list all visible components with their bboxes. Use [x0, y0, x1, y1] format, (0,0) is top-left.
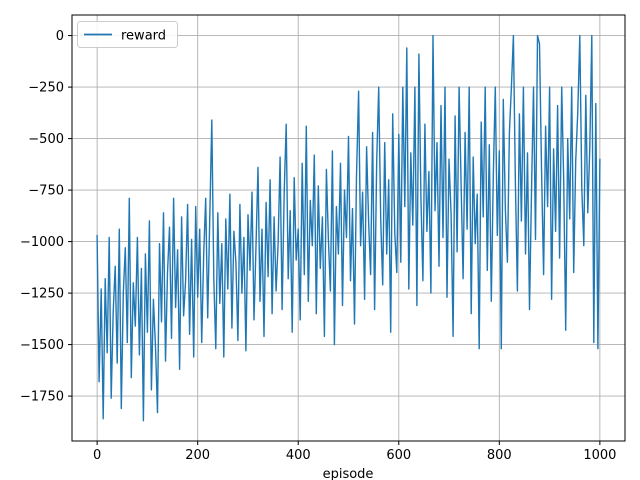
x-tick-label: 0	[93, 448, 101, 463]
x-tick-label: 1000	[583, 448, 616, 463]
x-tick-label: 200	[185, 448, 210, 463]
legend-label: reward	[121, 29, 166, 44]
y-tick-label: −1000	[20, 235, 64, 250]
y-tick-label: −1750	[20, 390, 64, 405]
legend: reward	[77, 21, 178, 48]
y-tick-label: −1500	[20, 338, 64, 353]
axis-tick-labels: 0 200 400 600 800 1000 0 −250 −500 −750 −1000 −1250…	[20, 29, 616, 463]
reward-line-group	[96, 34, 601, 422]
axis-ticks	[68, 35, 601, 445]
x-tick-label: 800	[487, 448, 512, 463]
y-tick-label: −750	[28, 184, 64, 199]
x-tick-label: 400	[286, 448, 311, 463]
y-tick-label: 0	[56, 29, 64, 44]
y-tick-label: −250	[28, 81, 64, 96]
reward-line	[96, 34, 601, 422]
x-tick-label: 600	[386, 448, 411, 463]
y-tick-label: −1250	[20, 287, 64, 302]
legend-box	[77, 21, 178, 48]
x-axis-label: episode	[323, 467, 374, 480]
plot-area-border	[71, 14, 626, 442]
y-tick-label: −500	[28, 132, 64, 147]
